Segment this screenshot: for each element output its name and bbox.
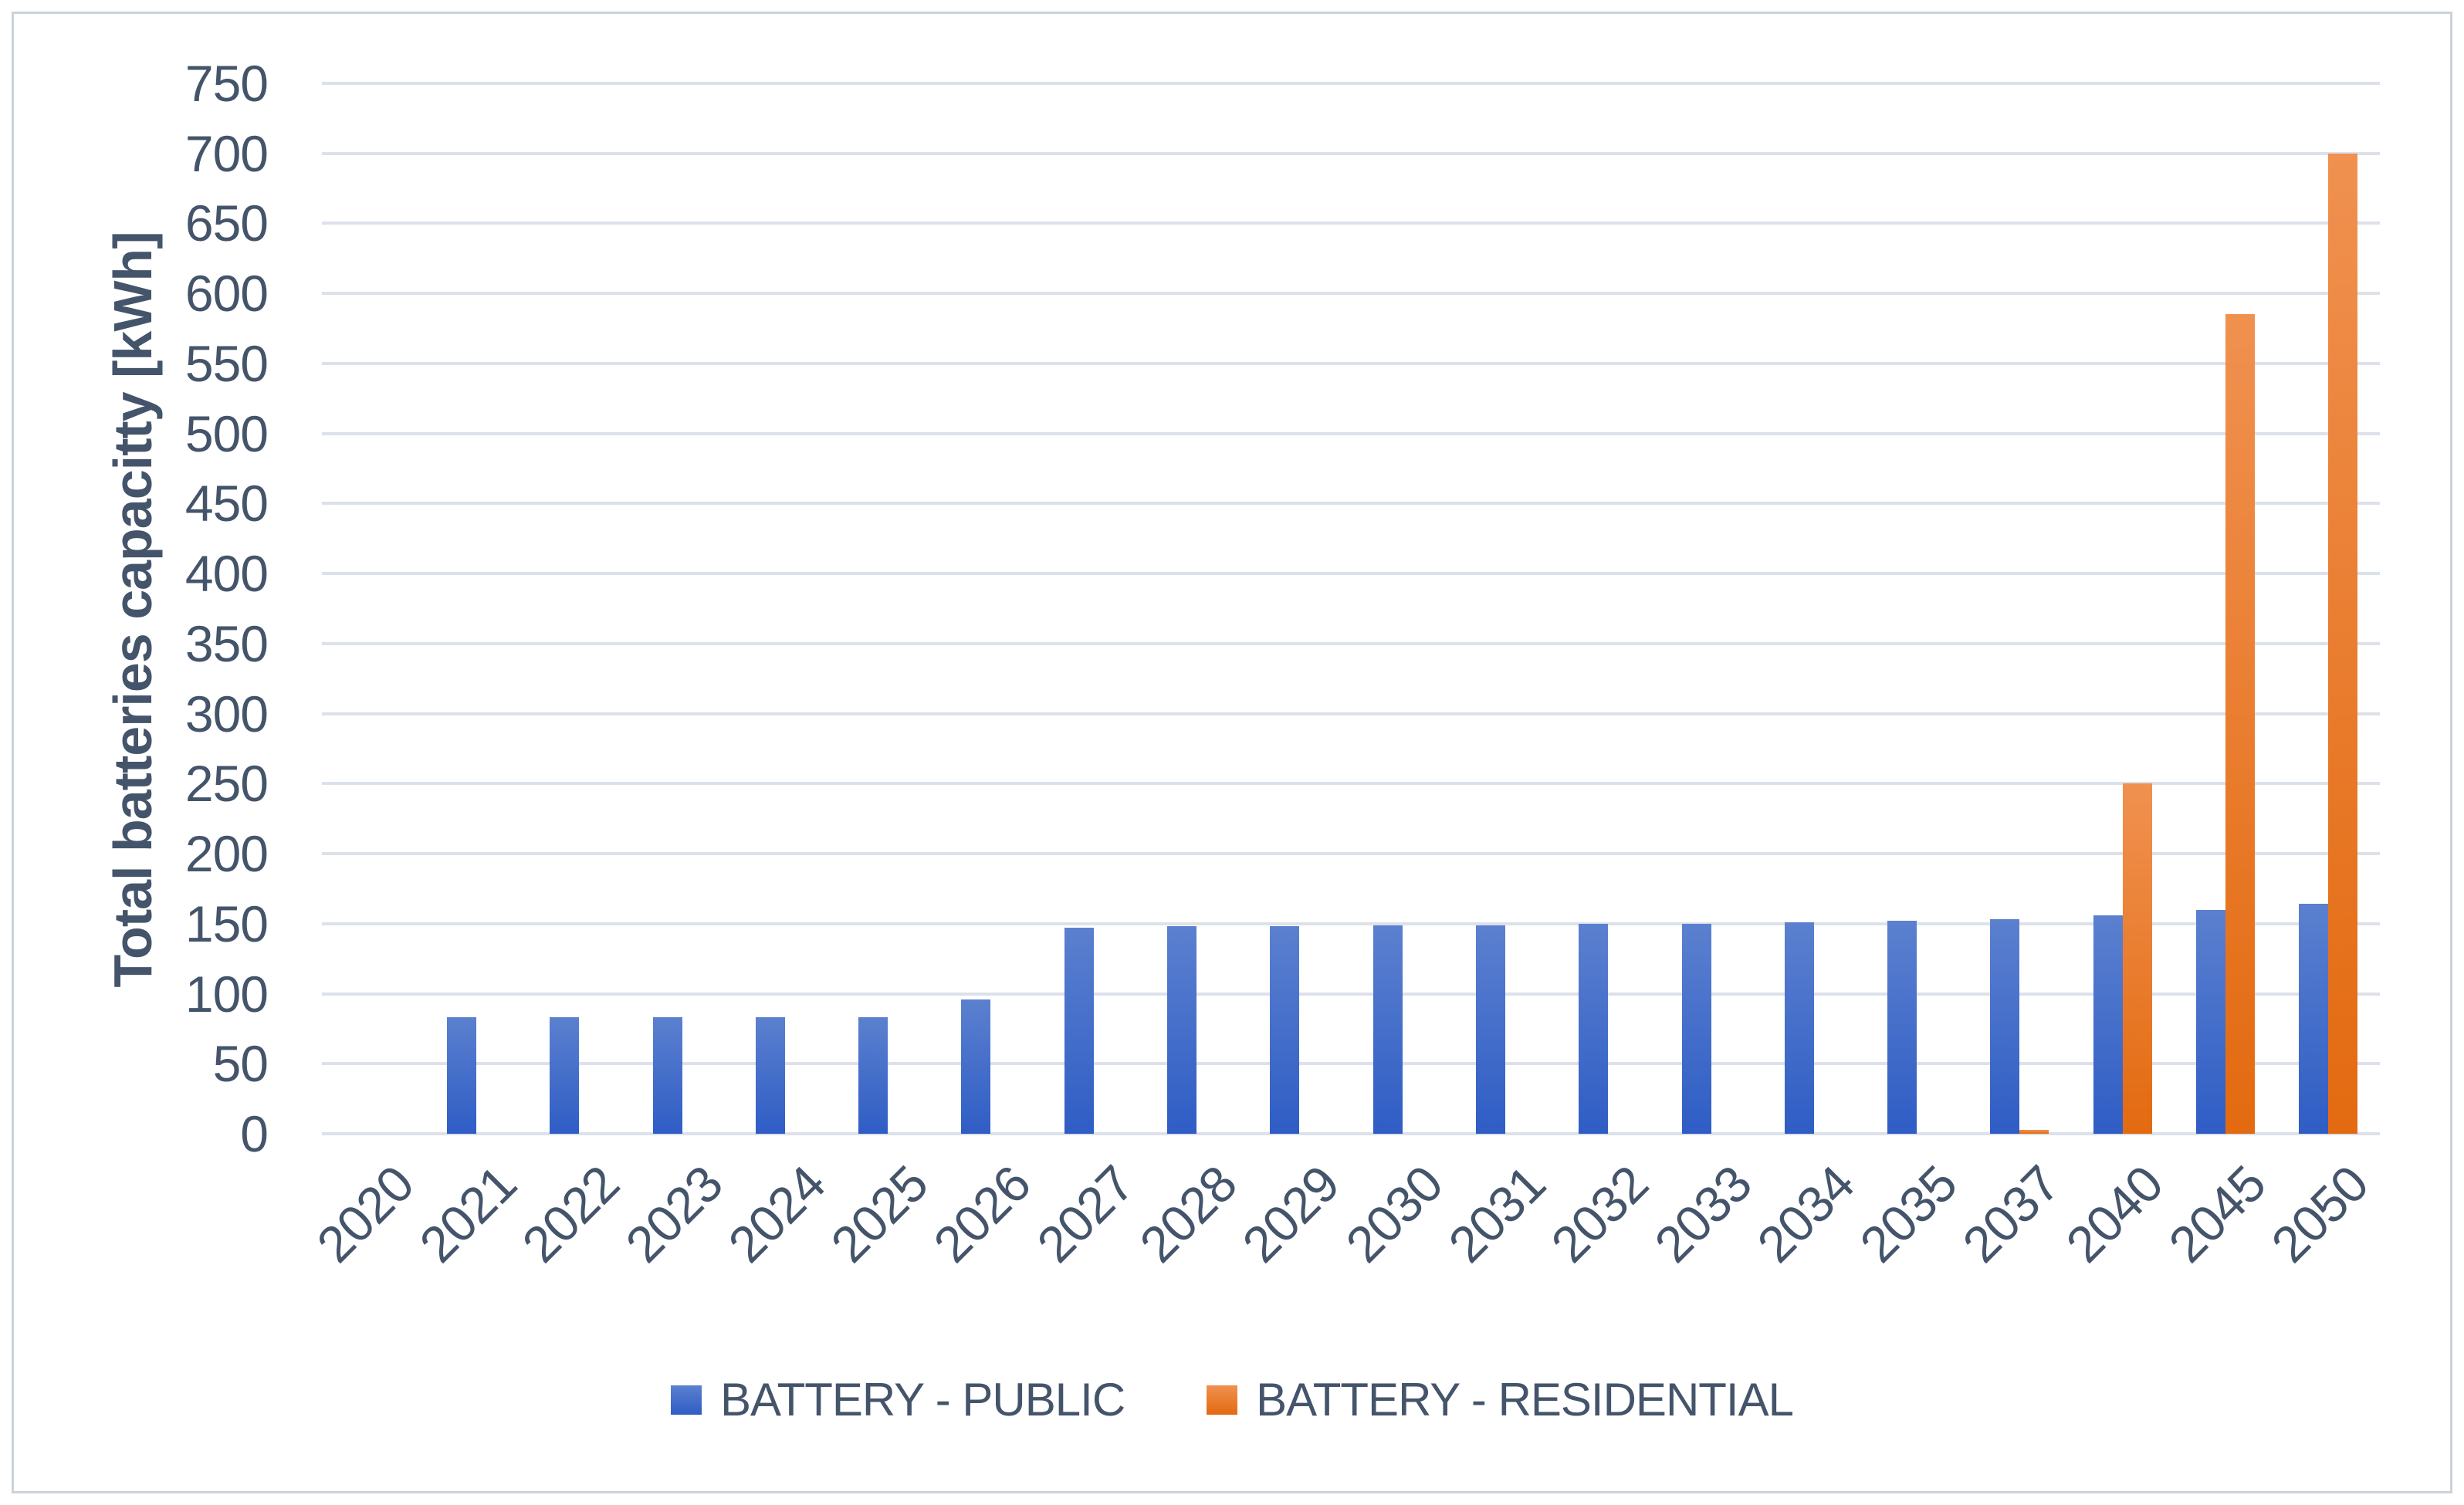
y-tick-label: 350	[184, 614, 269, 672]
bar-battery-public-2037	[1990, 919, 2020, 1134]
gridline	[322, 502, 2380, 506]
gridline	[322, 922, 2380, 925]
gridline	[322, 222, 2380, 225]
bar-battery-public-2034	[1784, 922, 1814, 1134]
bar-battery-public-2021	[446, 1017, 476, 1134]
y-tick-label: 250	[184, 755, 269, 813]
y-tick-label: 750	[184, 55, 269, 112]
gridline	[322, 151, 2380, 155]
gridline	[322, 82, 2380, 85]
y-tick-label: 450	[184, 475, 269, 533]
bar-battery-residential-2045	[2225, 314, 2256, 1134]
bar-battery-public-2026	[961, 999, 991, 1134]
bar-battery-public-2028	[1167, 926, 1197, 1134]
y-tick-label: 50	[212, 1035, 269, 1093]
bar-battery-public-2032	[1579, 923, 1609, 1134]
gridline	[322, 361, 2380, 365]
bar-battery-public-2033	[1681, 923, 1711, 1134]
legend-marker-battery-residential	[1207, 1385, 1238, 1415]
bar-battery-residential-2050	[2328, 153, 2358, 1134]
legend-item-battery-residential: BATTERY - RESIDENTIAL	[1207, 1373, 1794, 1426]
gridline	[322, 712, 2380, 715]
y-tick-label: 0	[240, 1105, 269, 1162]
y-tick-label: 700	[184, 124, 269, 182]
y-tick-label: 400	[184, 545, 269, 603]
y-tick-label: 500	[184, 404, 269, 462]
legend-label-battery-residential: BATTERY - RESIDENTIAL	[1256, 1374, 1794, 1426]
gridline	[322, 641, 2380, 645]
y-tick-label: 650	[184, 194, 269, 252]
bar-battery-residential-2040	[2122, 783, 2152, 1134]
bar-battery-public-2031	[1475, 925, 1505, 1134]
bar-battery-public-2024	[755, 1017, 785, 1134]
gridline	[322, 1062, 2380, 1066]
gridline	[322, 292, 2380, 296]
gridline	[322, 431, 2380, 435]
y-tick-label: 550	[184, 334, 269, 392]
gridline	[322, 992, 2380, 996]
y-tick-label: 600	[184, 265, 269, 323]
y-tick-label: 300	[184, 685, 269, 742]
bar-battery-public-2027	[1064, 928, 1094, 1134]
y-tick-label: 100	[184, 965, 269, 1023]
bar-battery-public-2022	[550, 1017, 580, 1134]
bar-battery-public-2050	[2299, 904, 2329, 1134]
bar-battery-public-2030	[1372, 925, 1403, 1134]
bar-battery-public-2040	[2093, 915, 2123, 1134]
y-tick-label: 150	[184, 895, 269, 952]
gridline	[322, 572, 2380, 576]
gridline	[322, 782, 2380, 786]
legend-marker-battery-public	[671, 1385, 702, 1415]
bar-battery-public-2035	[1887, 921, 1917, 1134]
bar-battery-residential-2037	[2019, 1129, 2049, 1134]
bar-battery-public-2029	[1270, 926, 1300, 1134]
gridline	[322, 852, 2380, 856]
bar-battery-public-2023	[652, 1017, 682, 1134]
bar-battery-public-2045	[2196, 909, 2226, 1134]
legend-item-battery-public: BATTERY - PUBLIC	[671, 1373, 1125, 1426]
legend: BATTERY - PUBLIC BATTERY - RESIDENTIAL	[0, 1373, 2464, 1426]
legend-label-battery-public: BATTERY - PUBLIC	[720, 1374, 1125, 1426]
y-tick-label: 200	[184, 825, 269, 883]
bar-battery-public-2025	[858, 1017, 888, 1134]
gridline	[322, 1132, 2380, 1135]
